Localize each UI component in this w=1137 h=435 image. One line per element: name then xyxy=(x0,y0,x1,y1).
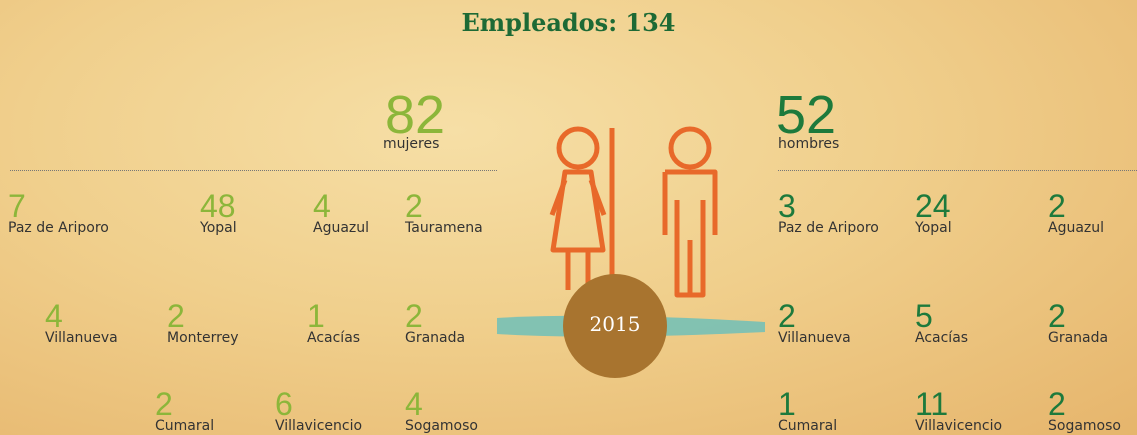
city-count: 2 xyxy=(1048,188,1066,224)
city-name: Cumaral xyxy=(155,418,215,434)
city-name: Aguazul xyxy=(313,220,370,236)
city-name: Paz de Ariporo xyxy=(8,220,109,236)
gender-icon xyxy=(549,126,718,300)
city-name: Cumaral xyxy=(778,418,838,434)
city-count: 5 xyxy=(915,298,933,334)
city-name: Yopal xyxy=(200,220,237,236)
men-label: hombres xyxy=(778,136,840,152)
city-count: 2 xyxy=(405,298,423,334)
year: 2015 xyxy=(589,312,641,336)
city-name: Yopal xyxy=(915,220,952,236)
city-name: Acacías xyxy=(915,330,969,346)
city-name: Sogamoso xyxy=(405,418,478,434)
city-count: 2 xyxy=(155,386,173,422)
city-name: Aguazul xyxy=(1048,220,1105,236)
city-name: Acacías xyxy=(307,330,361,346)
city-count: 3 xyxy=(778,188,796,224)
divider xyxy=(778,170,1137,171)
city-name: Villavicencio xyxy=(915,418,1003,434)
city-count: 2 xyxy=(167,298,185,334)
city-count: 4 xyxy=(313,188,331,224)
women-label: mujeres xyxy=(383,136,440,152)
city-count: 24 xyxy=(915,188,951,224)
city-name: Paz de Ariporo xyxy=(778,220,879,236)
city-name: Tauramena xyxy=(405,220,483,236)
city-name: Sogamoso xyxy=(1048,418,1121,434)
city-count: 1 xyxy=(307,298,325,334)
city-count: 11 xyxy=(915,386,949,422)
city-name: Villanueva xyxy=(45,330,118,346)
women-count: 82 xyxy=(385,85,446,145)
city-count: 7 xyxy=(8,188,26,224)
divider xyxy=(10,170,497,171)
city-count: 2 xyxy=(405,188,423,224)
city-name: Villavicencio xyxy=(275,418,363,434)
city-count: 2 xyxy=(1048,386,1066,422)
city-count: 4 xyxy=(45,298,63,334)
city-name: Granada xyxy=(1048,330,1109,346)
title: Empleados: 134 xyxy=(461,8,676,37)
city-count: 1 xyxy=(778,386,796,422)
city-count: 2 xyxy=(778,298,796,334)
year-badge xyxy=(563,274,667,378)
city-count: 48 xyxy=(200,188,236,224)
city-count: 6 xyxy=(275,386,293,422)
city-name: Villanueva xyxy=(778,330,851,346)
city-count: 2 xyxy=(1048,298,1066,334)
city-name: Monterrey xyxy=(167,330,239,346)
city-name: Granada xyxy=(405,330,466,346)
city-count: 4 xyxy=(405,386,423,422)
men-count: 52 xyxy=(776,85,837,145)
